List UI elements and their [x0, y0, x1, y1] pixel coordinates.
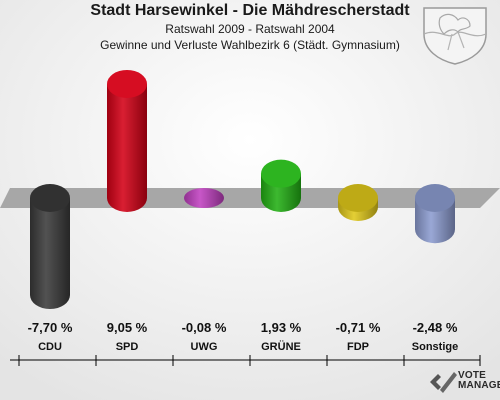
bar-grüne	[261, 159, 301, 212]
chart-title: Stadt Harsewinkel - Die Mähdrescherstadt	[90, 2, 410, 19]
logo-line-2: MANAGER	[458, 380, 500, 391]
bar-fdp	[338, 184, 378, 221]
bar-top-fdp	[338, 184, 378, 212]
vote-manager-logo-icon	[430, 372, 457, 393]
chart-subtitle: Ratswahl 2009 - Ratswahl 2004	[165, 22, 335, 36]
category-label-uwg: UWG	[191, 341, 218, 353]
bar-top-spd	[107, 69, 147, 98]
category-label-grüne: GRÜNE	[261, 340, 301, 353]
category-label-fdp: FDP	[347, 341, 369, 353]
value-label-spd: 9,05 %	[107, 320, 148, 335]
value-label-fdp: -0,71 %	[336, 320, 381, 335]
value-label-uwg: -0,08 %	[182, 320, 227, 335]
value-label-cdu: -7,70 %	[28, 320, 73, 335]
bar-sonstige	[415, 184, 455, 244]
category-label-cdu: CDU	[38, 341, 62, 353]
value-labels: -7,70 % 9,05 % -0,08 % 1,93 % -0,71 % -2,48 %	[28, 320, 458, 335]
bar-uwg	[184, 188, 224, 208]
category-label-sonstige: Sonstige	[412, 341, 458, 353]
value-label-sonstige: -2,48 %	[413, 320, 458, 335]
category-label-spd: SPD	[116, 341, 139, 353]
positive-bars	[107, 69, 301, 212]
chart-description: Gewinne und Verluste Wahlbezirk 6 (Städt…	[100, 38, 400, 52]
category-labels: CDU SPD UWG GRÜNE FDP Sonstige	[18, 340, 481, 366]
bar-top-grüne	[261, 159, 301, 188]
value-label-grüne: 1,93 %	[261, 320, 302, 335]
bar-cdu	[30, 184, 70, 310]
logo-line-1: VOTE	[458, 370, 487, 381]
bar-cap-uwg	[184, 188, 224, 208]
bar-top-sonstige	[415, 184, 455, 212]
bar-body-spd	[107, 83, 147, 212]
negative-bars	[30, 184, 455, 310]
bar-spd	[107, 69, 147, 212]
bar-top-cdu	[30, 184, 70, 212]
vote-manager-logo: VOTE MANAGER	[428, 368, 500, 394]
bar-body-cdu	[30, 198, 70, 310]
coat-of-arms-icon	[423, 7, 487, 65]
